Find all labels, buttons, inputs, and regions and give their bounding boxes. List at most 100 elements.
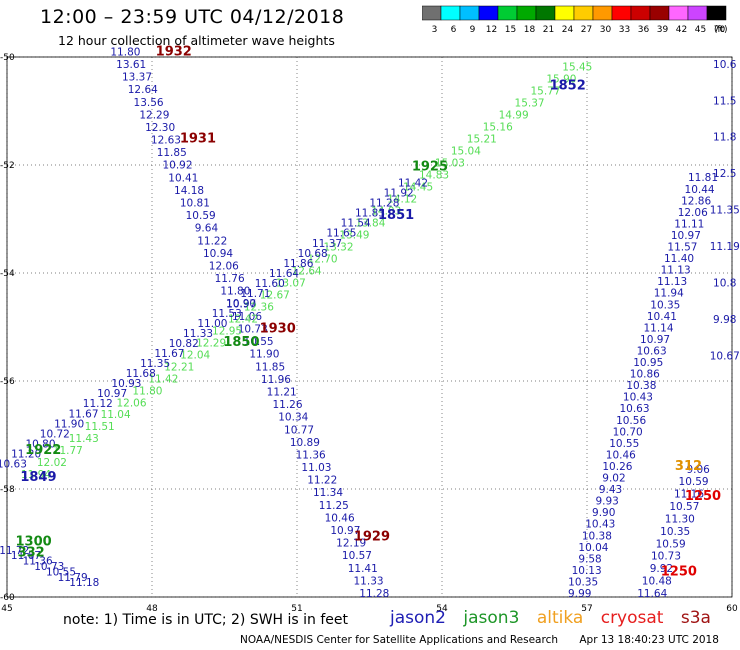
swh-value-label: 11.22 <box>197 235 227 247</box>
swh-value-label: 11.83 <box>355 208 385 220</box>
swh-value-label: 10.68 <box>298 248 328 260</box>
swh-value-label: 10.26 <box>602 461 632 473</box>
swh-value-label: 11.5 <box>713 95 736 107</box>
colorbar-tick-label: 3 <box>432 25 438 35</box>
swh-value-label: 11.92 <box>384 188 414 200</box>
colorbar-tick-label: 27 <box>581 25 592 35</box>
time-label: 1931 <box>180 131 216 146</box>
colorbar-unit: (ft) <box>714 25 728 35</box>
swh-value-label: 11.67 <box>11 550 41 562</box>
swh-value-label: 10.92 <box>162 160 192 172</box>
swh-value-label: 10.41 <box>647 311 677 323</box>
legend-s3a: s3a <box>680 608 711 628</box>
swh-value-label: 11.06 <box>232 311 262 323</box>
y-tick-label: -60 <box>0 593 15 603</box>
swh-value-label: 11.36 <box>23 556 53 568</box>
swh-value-label: 11.42 <box>398 178 428 190</box>
swh-value-label: 10.63 <box>637 345 667 357</box>
swh-value-label: 10.38 <box>626 380 656 392</box>
swh-value-label: 12.64 <box>128 84 158 96</box>
swh-value-label: 12.19 <box>336 538 366 550</box>
colorbar-tick-label: 6 <box>451 25 457 35</box>
time-label: 1250 <box>661 564 697 579</box>
swh-value-label: 11.71 <box>240 288 270 300</box>
swh-value-label: 12.63 <box>151 135 181 147</box>
swh-value-label: 10.44 <box>685 184 715 196</box>
chart-title: 12:00 – 23:59 UTC 04/12/2018 <box>40 6 345 28</box>
swh-value-label: 15.03 <box>435 157 465 169</box>
swh-value-label: 11.94 <box>654 288 684 300</box>
swh-value-label: 11.96 <box>261 374 291 386</box>
legend-altika: altika <box>536 608 584 628</box>
swh-value-label: 11.03 <box>301 462 331 474</box>
swh-value-label: 10.90 <box>226 298 256 310</box>
swh-value-label: 11.43 <box>69 433 99 445</box>
swh-value-label: 10.73 <box>651 551 681 563</box>
swh-value-label: 9.98 <box>713 314 736 326</box>
swh-value-label: 11.64 <box>637 588 667 600</box>
swh-value-label: 10.63 <box>0 458 27 470</box>
swh-value-label: 11.94 <box>21 469 51 481</box>
x-tick-label: 60 <box>726 604 738 614</box>
swh-value-label: 13.37 <box>122 72 152 84</box>
time-label: 1930 <box>260 321 296 336</box>
time-label: 1932 <box>156 44 192 59</box>
y-tick-label: -58 <box>0 485 15 495</box>
swh-value-label: 11.18 <box>69 577 99 589</box>
swh-value-label: 9.02 <box>602 473 625 485</box>
swh-value-label: 10.46 <box>606 449 636 461</box>
swh-value-label: 11.85 <box>255 361 285 373</box>
swh-value-label: 10.04 <box>578 542 608 554</box>
colorbar-tick-label: 9 <box>470 25 476 35</box>
colorbar-tick-label: 33 <box>619 25 630 35</box>
swh-value-label: 10.97 <box>640 334 670 346</box>
swh-value-label: 15.45 <box>562 62 592 74</box>
swh-value-label: 13.32 <box>323 241 353 253</box>
swh-value-label: 12.70 <box>308 253 338 265</box>
colorbar-tick-label: 39 <box>657 25 669 35</box>
swh-value-label: 12.04 <box>180 349 210 361</box>
swh-value-label: 11.51 <box>85 421 115 433</box>
swh-value-label: 9.06 <box>686 464 710 476</box>
swh-value-label: 10.43 <box>585 519 615 531</box>
swh-value-label: 12.21 <box>164 361 194 373</box>
time-label: 1852 <box>550 78 586 93</box>
swh-value-label: 11.00 <box>197 318 227 330</box>
swh-value-label: 12.29 <box>139 109 169 121</box>
swh-value-label: 11.33 <box>183 328 213 340</box>
swh-value-label: 11.25 <box>319 500 349 512</box>
swh-value-label: 12.95 <box>212 325 242 337</box>
swh-value-label: 12.5 <box>713 168 736 180</box>
swh-value-label: 10.70 <box>613 426 643 438</box>
swh-value-label: 10.56 <box>616 415 646 427</box>
swh-value-label: 11.80 <box>220 286 250 298</box>
swh-value-label: 11.33 <box>354 575 384 587</box>
swh-value-label: 11.36 <box>296 449 326 461</box>
chart-subtitle: 12 hour collection of altimeter wave hei… <box>58 33 335 48</box>
swh-value-label: 9.43 <box>599 484 622 496</box>
swh-value-label: 12.64 <box>292 265 322 277</box>
swh-value-label: 11.72 <box>0 545 29 557</box>
swh-value-label: 10.8 <box>713 278 736 290</box>
swh-value-label: 10.95 <box>633 357 663 369</box>
swh-value-label: 10.38 <box>582 530 612 542</box>
swh-value-label: 11.81 <box>688 172 718 184</box>
swh-value-label: 13.49 <box>339 229 369 241</box>
swh-value-label: 11.42 <box>148 373 178 385</box>
swh-value-label: 12.29 <box>196 337 226 349</box>
swh-value-label: 10.86 <box>630 369 660 381</box>
time-label: 332 <box>18 546 45 561</box>
swh-value-label: 10.63 <box>619 403 649 415</box>
swh-value-label: 10.73 <box>34 561 64 573</box>
swh-value-label: 10.93 <box>111 378 141 390</box>
swh-value-label: 11.68 <box>126 368 156 380</box>
swh-value-label: 11.13 <box>657 276 687 288</box>
colorbar-tick-label: 30 <box>600 25 612 35</box>
swh-value-label: 12.42 <box>228 313 258 325</box>
swh-value-label: 10.35 <box>660 526 690 538</box>
swh-value-label: 11.11 <box>674 218 704 230</box>
swh-value-label: 15.21 <box>467 133 497 145</box>
swh-value-label: 11.60 <box>255 278 285 290</box>
swh-value-label: 11.80 <box>110 46 140 58</box>
